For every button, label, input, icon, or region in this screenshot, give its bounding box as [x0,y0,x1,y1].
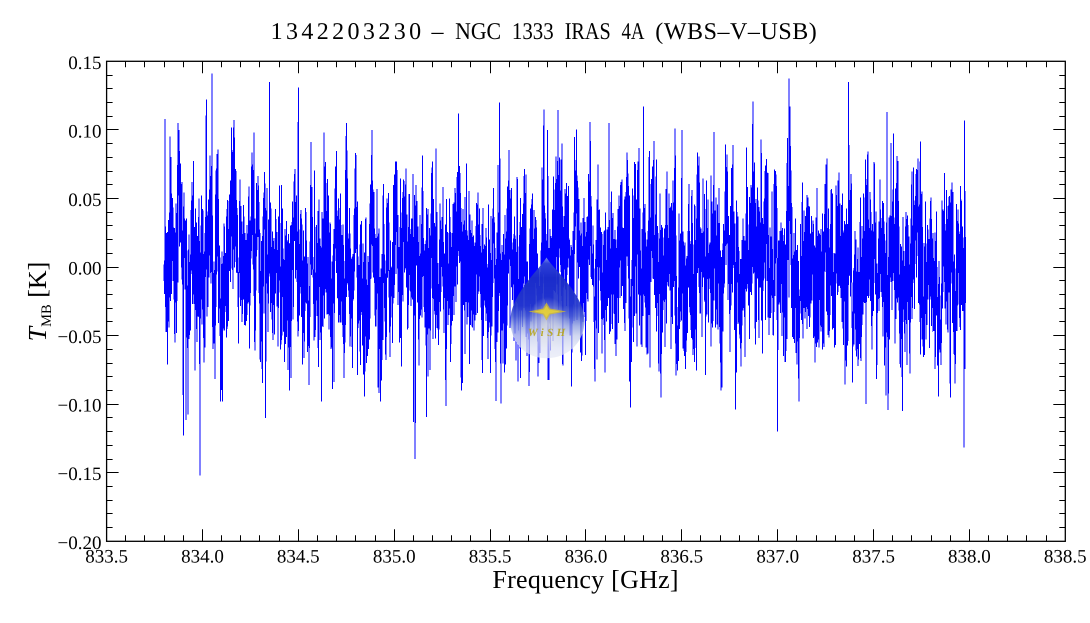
svg-text:835.5: 835.5 [469,547,512,568]
svg-text:TMB [K]: TMB [K] [23,262,55,342]
svg-text:0.05: 0.05 [68,190,101,211]
svg-text:837.5: 837.5 [852,547,895,568]
svg-text:−0.05: −0.05 [58,327,102,348]
svg-text:0.10: 0.10 [68,121,101,142]
svg-text:NGC: NGC [455,19,501,45]
svg-text:−0.20: −0.20 [58,533,102,554]
svg-text:834.0: 834.0 [181,547,224,568]
svg-text:−0.15: −0.15 [58,464,102,485]
svg-text:833.5: 833.5 [85,547,128,568]
svg-text:836.0: 836.0 [565,547,608,568]
svg-text:835.0: 835.0 [373,547,416,568]
svg-text:–: – [431,19,445,45]
svg-text:838.5: 838.5 [1044,547,1087,568]
svg-text:0.00: 0.00 [68,259,101,280]
svg-text:836.5: 836.5 [660,547,703,568]
svg-text:Frequency [GHz]: Frequency [GHz] [492,565,678,594]
svg-text:837.0: 837.0 [756,547,799,568]
svg-text:−0.10: −0.10 [58,396,102,417]
svg-text:IRAS: IRAS [565,19,611,45]
svg-text:WiSH: WiSH [528,327,569,339]
svg-text:838.0: 838.0 [948,547,991,568]
svg-text:834.5: 834.5 [277,547,320,568]
svg-text:(WBS–V–USB): (WBS–V–USB) [655,19,817,45]
svg-text:1333: 1333 [512,19,554,45]
svg-text:4A: 4A [622,19,646,45]
svg-text:0.15: 0.15 [68,53,101,74]
